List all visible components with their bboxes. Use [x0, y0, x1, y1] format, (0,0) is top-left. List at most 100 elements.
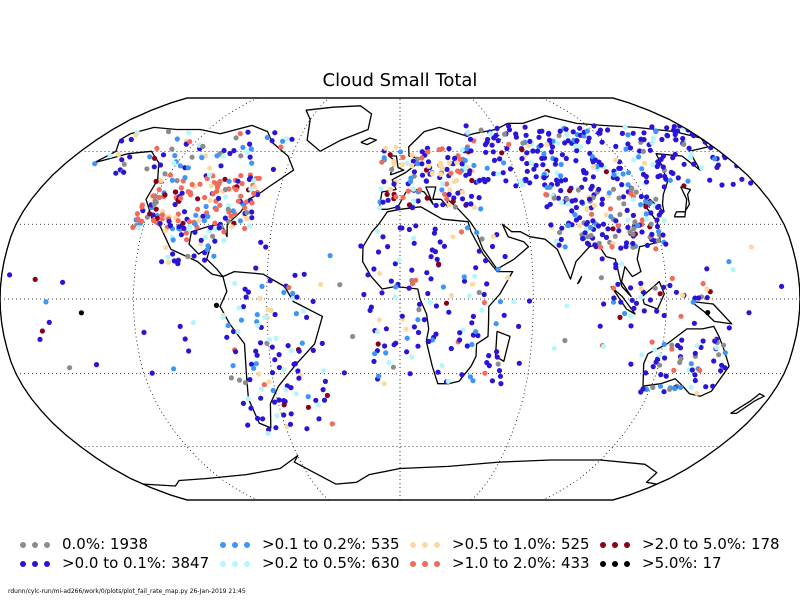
station-point: [726, 325, 732, 331]
station-point: [167, 172, 174, 178]
station-point: [127, 154, 133, 160]
station-point: [638, 202, 644, 208]
station-point: [654, 217, 660, 223]
station-point: [296, 375, 302, 381]
station-point: [426, 338, 432, 345]
station-point: [497, 299, 503, 305]
station-point: [653, 246, 659, 252]
station-point: [554, 181, 561, 187]
station-point: [644, 242, 651, 248]
station-point: [459, 372, 465, 378]
station-point: [495, 171, 501, 177]
station-point: [586, 196, 593, 202]
station-point: [617, 314, 623, 320]
station-point: [630, 197, 636, 203]
station-point: [385, 244, 391, 250]
station-point: [541, 151, 547, 157]
station-point: [222, 186, 229, 193]
station-point: [652, 285, 658, 291]
station-point: [491, 157, 498, 163]
station-point: [610, 226, 616, 232]
station-point: [439, 181, 446, 187]
station-point: [266, 337, 272, 343]
station-point: [594, 163, 600, 170]
station-point: [667, 177, 673, 183]
station-point: [233, 349, 239, 355]
station-point: [650, 162, 656, 168]
station-point: [288, 411, 294, 417]
station-point: [182, 336, 188, 342]
station-point: [447, 187, 453, 193]
station-point: [639, 352, 645, 358]
station-point: [193, 212, 199, 218]
station-point: [175, 218, 181, 224]
station-point: [558, 161, 564, 168]
station-point: [638, 294, 644, 300]
station-point: [424, 195, 430, 201]
station-point: [429, 247, 435, 253]
station-point: [413, 277, 419, 283]
station-point: [247, 377, 253, 383]
station-point: [661, 389, 667, 395]
station-point: [409, 162, 415, 169]
station-point: [163, 245, 169, 251]
station-point: [238, 173, 244, 179]
station-point: [378, 186, 384, 192]
station-point: [460, 147, 466, 153]
station-point: [664, 125, 670, 131]
station-point: [198, 237, 204, 243]
station-point: [657, 173, 663, 179]
station-point: [481, 300, 487, 306]
station-point: [597, 130, 603, 136]
station-point: [541, 155, 548, 161]
station-point: [671, 367, 677, 373]
station-point: [318, 281, 324, 287]
legend-item: >0.5 to 1.0%: 525: [408, 535, 590, 554]
station-point: [374, 329, 381, 335]
station-point: [433, 331, 439, 337]
station-point: [575, 187, 582, 193]
station-point: [246, 223, 253, 229]
station-point: [170, 251, 176, 257]
station-point: [406, 226, 412, 233]
station-point: [700, 338, 706, 344]
station-point: [210, 233, 216, 239]
station-point: [718, 368, 724, 374]
station-point: [643, 216, 650, 222]
station-point: [606, 190, 612, 196]
station-point: [320, 368, 327, 374]
station-point: [531, 166, 537, 172]
station-point: [470, 313, 476, 319]
station-point: [290, 295, 296, 301]
station-point: [605, 226, 611, 232]
station-point: [284, 383, 290, 389]
station-point: [481, 176, 487, 182]
station-point: [457, 169, 463, 175]
legend-dot: [220, 560, 226, 567]
station-point: [245, 289, 251, 295]
station-point: [172, 153, 178, 159]
station-point: [427, 299, 433, 306]
station-point: [171, 258, 177, 264]
station-point: [486, 353, 492, 359]
station-point: [630, 130, 636, 136]
station-point: [93, 362, 100, 368]
station-point: [610, 299, 617, 305]
station-point: [365, 272, 371, 278]
station-point: [327, 253, 333, 259]
station-point: [564, 131, 570, 137]
station-point: [248, 186, 254, 192]
station-point: [225, 206, 231, 212]
station-point: [476, 248, 482, 254]
station-point: [445, 378, 451, 384]
station-point: [524, 168, 530, 174]
station-point: [625, 217, 631, 223]
station-point: [121, 161, 127, 167]
station-point: [189, 154, 195, 160]
station-point: [171, 160, 177, 166]
station-point: [43, 299, 49, 305]
station-point: [500, 170, 506, 176]
station-point: [681, 161, 687, 167]
station-point: [513, 183, 519, 189]
station-point: [410, 235, 417, 241]
